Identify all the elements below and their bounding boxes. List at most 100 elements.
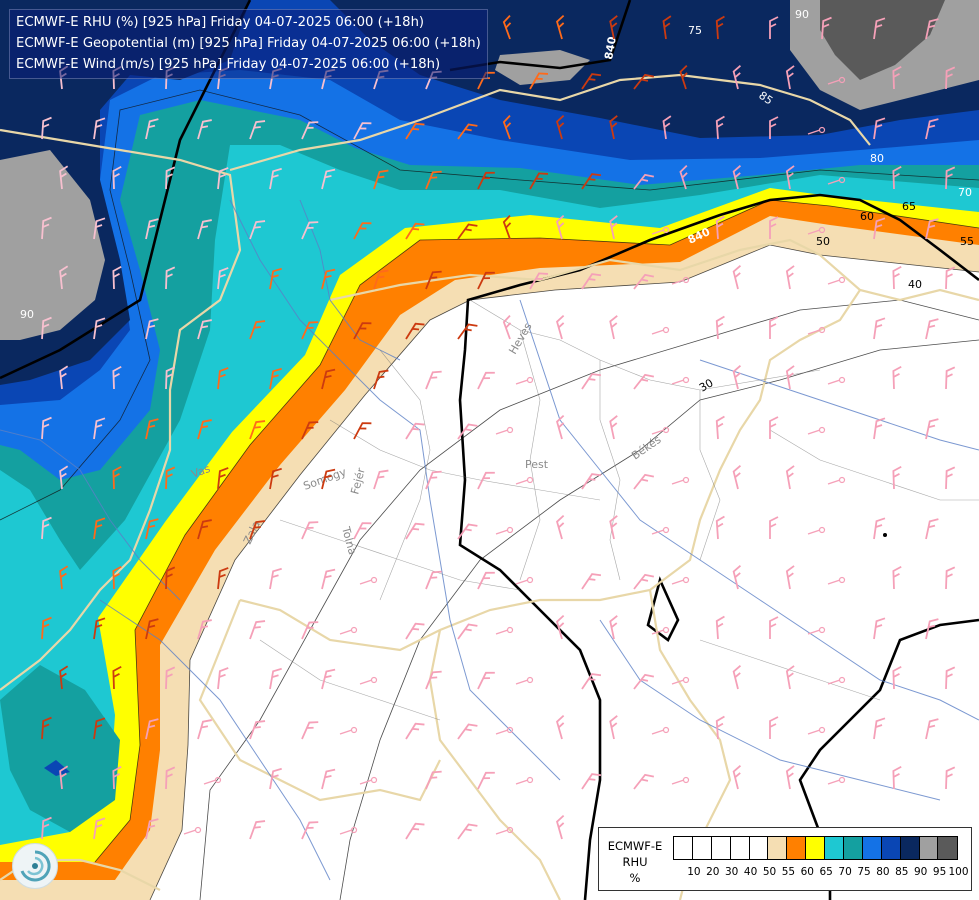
wind-barb-icon [769,216,779,239]
wind-barb-icon [425,570,442,590]
wind-barb-icon [873,717,886,740]
legend-tick-label: 30 [725,866,739,878]
wind-barb-icon [715,715,725,740]
rh-label-50: 50 [816,235,830,248]
band-rh-90 [0,150,105,340]
humidity-legend: ECMWF-E RHU % 10 20 30 40 50 55 60 65 70 75 80 85 90… [598,827,972,891]
wind-barb-icon [732,265,742,290]
wind-barb-icon [145,518,159,540]
wind-barb-icon [249,420,266,440]
country-borders [0,73,979,900]
wind-barb-icon [405,422,425,440]
wind-barb-icon [405,222,425,240]
wind-barb-icon [197,519,212,540]
wind-barb-icon [373,269,389,290]
wind-barb-icon [785,165,795,190]
place-label-pest: Pest [525,458,549,471]
wind-barb-icon [93,817,106,840]
wind-barb-icon [556,614,565,640]
wind-barb-icon [145,418,159,440]
wind-barb-icon [945,566,956,590]
legend-tick-label: 40 [743,866,758,878]
wind-barb-icon [892,365,902,390]
wind-barb-icon [477,271,495,290]
wind-barb-staff [203,779,217,785]
wind-barb-icon [373,469,389,490]
wind-barb-icon [93,717,106,740]
wind-barb-icon [556,514,565,540]
legend-tick-label: 75 [857,866,871,878]
legend-swatch [919,837,939,859]
wind-barb-icon [581,173,602,190]
wind-barb-staff [827,779,841,785]
wind-barb-icon [732,165,742,190]
legend-tick-label: 70 [838,866,852,878]
legend-swatch [692,837,712,859]
wind-barb-icon [321,268,336,290]
wind-barb-icon [457,823,478,840]
wind-barb-staff [183,829,197,835]
wind-barb-icon [945,666,956,690]
wind-barb-icon [93,617,106,640]
rh-label-75: 75 [688,24,702,37]
wind-barb-icon [373,369,389,390]
wind-barb-staff [807,429,821,435]
wind-barb-icon [556,114,565,140]
wind-barb-icon [477,671,495,690]
wind-barb-icon [165,266,176,290]
legend-title-unit: % [629,871,641,885]
wind-barb-icon [145,618,159,640]
wind-barb-icon [59,165,69,190]
wind-barb-icon [609,15,618,40]
wind-barb-icon [715,315,725,340]
wind-barb-icon [405,822,425,840]
wind-barb-icon [925,318,939,340]
wind-barb-icon [197,419,212,440]
wind-barb-icon [269,667,282,690]
wind-barb-icon [425,770,442,790]
wind-barb-icon [321,368,336,390]
ogimet-swirl-icon [12,843,58,889]
geopotential-label-840-north: 840 [602,35,619,60]
wind-barb-icon [785,265,795,290]
wind-barb-icon [892,165,902,190]
legend-tick-label: 100 [948,866,969,878]
wind-barb-icon [945,766,956,790]
wind-barb-icon [892,465,902,490]
wind-barb-icon [821,16,832,40]
wind-barb-icon [249,520,266,540]
wind-barb-icon [353,522,372,540]
wind-barb-icon [112,365,122,390]
legend-tick-label: 85 [895,866,909,878]
wind-barb-icon [873,17,886,40]
wind-barb-staff [359,579,373,585]
wind-barb-icon [405,122,425,140]
wind-barb-staff [495,729,509,735]
wind-barb-icon [502,314,512,340]
legend-title: ECMWF-E RHU % [605,838,665,886]
wind-barb-icon [41,216,52,240]
legend-tick-label: 20 [706,866,720,878]
band-rh-65 [0,0,979,845]
wind-barb-icon [112,465,122,490]
wind-barb-icon [249,320,266,340]
wind-barb-staff [827,579,841,585]
rh-label-90: 90 [20,308,34,321]
wind-barb-icon [269,567,282,590]
wind-barb-icon [609,515,618,540]
wind-barb-icon [59,665,69,690]
legend-swatch [768,837,788,859]
wind-barb-staff [495,829,509,835]
wind-barb-icon [321,768,336,790]
title-line-geopotential: ECMWF-E Geopotential (m) [925 hPa] Frida… [16,36,481,51]
legend-swatch [711,837,731,859]
legend-swatch [787,837,807,859]
legend-title-variable: RHU [622,855,648,869]
wind-barb-icon [785,765,795,790]
wind-barb-icon [732,365,742,390]
legend-swatch [730,837,750,859]
wind-barb-icon [457,723,478,740]
wind-barb-icon [249,120,266,140]
wind-barb-icon [732,65,742,90]
wind-barb-staff [671,379,685,385]
